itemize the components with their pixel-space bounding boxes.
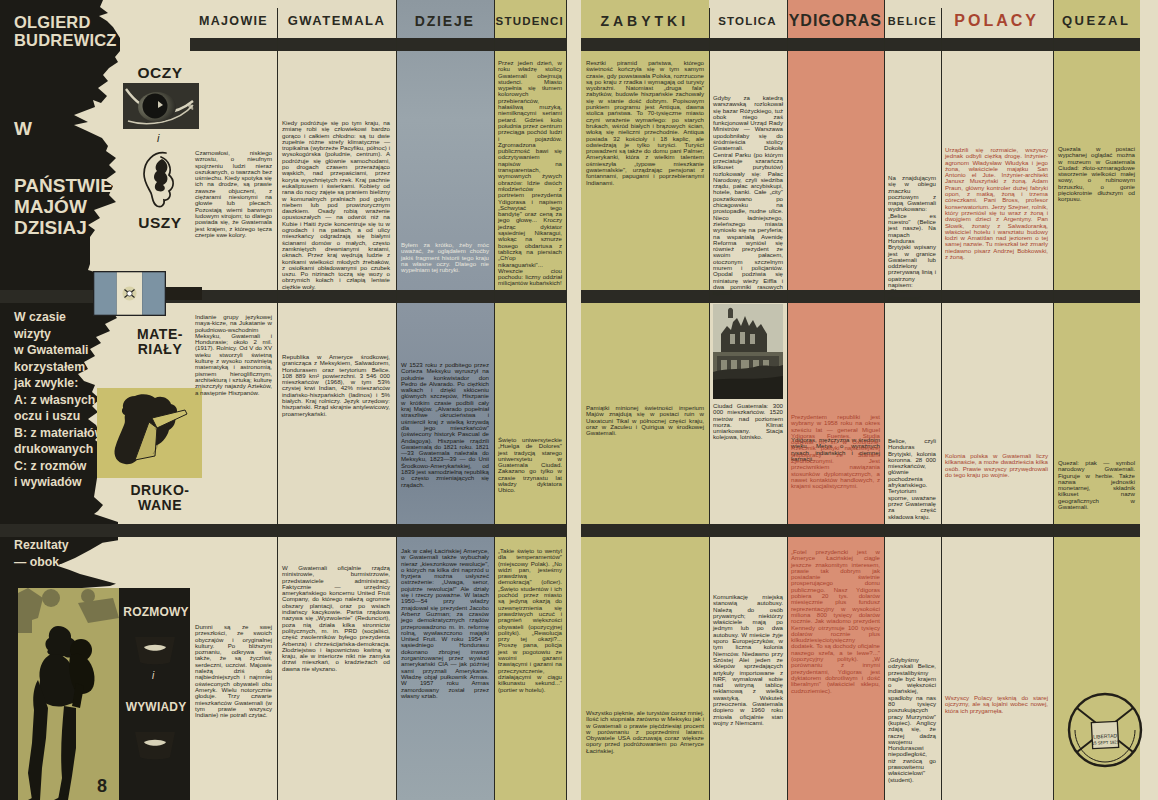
svg-text:LIBERTAD: LIBERTAD — [1093, 732, 1118, 739]
